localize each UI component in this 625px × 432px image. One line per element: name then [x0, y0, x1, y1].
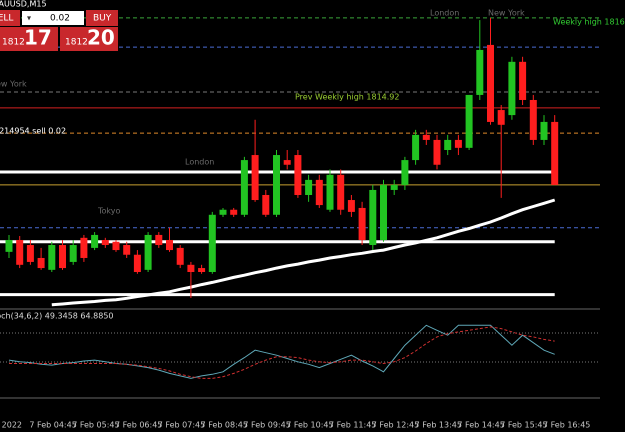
candle-body [305, 179, 313, 195]
candle-body [176, 247, 184, 265]
sell-price-box[interactable] [0, 27, 58, 51]
annotation: Tokyo [97, 207, 121, 216]
candle-body [476, 49, 484, 95]
candle-body [91, 234, 99, 248]
candle-body [540, 121, 548, 140]
candle-body [347, 200, 355, 212]
candle-body [294, 155, 302, 195]
candle-body [240, 160, 248, 215]
stoch-line [9, 326, 555, 379]
annotation: London [185, 158, 214, 167]
x-tick-label: 7 Feb 06:45 [115, 421, 162, 430]
buy-price-pips: 20 [87, 26, 115, 50]
candle-body [401, 160, 409, 185]
candle-body [219, 209, 227, 215]
candle-body [551, 121, 559, 185]
x-tick-label: 7 Feb 14:45 [457, 421, 504, 430]
candle-body [315, 179, 323, 206]
lot-arrow: ▾ [27, 14, 31, 23]
symbol-title: XAUUSD,M15 [0, 0, 47, 9]
x-tick-label: 7 Feb 05:45 [72, 421, 119, 430]
x-tick-label: 7 Feb 16:45 [543, 421, 590, 430]
candle-body [133, 254, 141, 273]
moving-average [51, 198, 556, 307]
buy-button[interactable] [86, 10, 118, 26]
candle-body [422, 134, 430, 140]
candle-body [444, 139, 452, 151]
candle-body [198, 268, 206, 273]
candle-body [123, 245, 131, 255]
candle-body [273, 155, 280, 215]
candle-body [487, 44, 494, 122]
annotation: 7214954 sell 0.02 [0, 127, 66, 136]
candle-body [465, 94, 473, 148]
x-tick-label: 7 Feb 12:45 [372, 421, 419, 430]
candle-body [155, 234, 163, 246]
annotation: New York [0, 80, 27, 89]
candle-body [48, 245, 56, 270]
buy-label: BUY [93, 14, 112, 24]
candle-body [16, 239, 24, 265]
x-tick-label: 7 Feb 07:45 [158, 421, 205, 430]
candle-body [5, 239, 13, 252]
candle-body [326, 174, 334, 210]
candle-body [80, 237, 88, 258]
candle-body [380, 184, 387, 240]
candle-body [262, 194, 270, 215]
x-tick-label: 7 Feb 2022 [0, 421, 22, 430]
candle-body [230, 209, 238, 215]
candle-body [337, 174, 345, 210]
candle-body [283, 160, 291, 165]
candle-body [358, 207, 366, 240]
x-tick-label: 7 Feb 15:45 [500, 421, 547, 430]
annotation: Prev Weekly high 1814.92 [295, 93, 399, 102]
x-tick-label: 7 Feb 09:45 [243, 421, 290, 430]
sell-price-main: 1812 [2, 38, 25, 48]
stoch-title: Stoch(34,6,2) 49.3458 64.8850 [0, 312, 114, 321]
candle-body [454, 139, 462, 148]
annotation: New York [488, 9, 525, 18]
candle-body [497, 110, 505, 125]
lot-value: 0.02 [50, 14, 70, 24]
candle-body [59, 245, 66, 269]
lot-input[interactable] [22, 11, 84, 25]
buy-price-box[interactable] [60, 27, 118, 51]
sell-label: SELL [0, 14, 13, 24]
stoch-line [8, 324, 555, 379]
x-tick-label: 7 Feb 10:45 [286, 421, 333, 430]
candle-body [412, 134, 420, 161]
candle-body [69, 245, 77, 262]
x-tick-label: 7 Feb 13:45 [415, 421, 462, 430]
candle-body [112, 241, 120, 251]
candle-body [529, 99, 537, 140]
candle-body [369, 189, 377, 246]
annotation: Weekly high 1816.81 [553, 18, 625, 27]
candle-body [433, 139, 441, 165]
annotation: London [430, 9, 459, 18]
sell-price-pips: 17 [24, 26, 52, 50]
candle-body [26, 245, 34, 262]
x-tick-label: 7 Feb 11:45 [329, 421, 376, 430]
candle-body [101, 239, 109, 246]
candle-body [37, 257, 45, 269]
sell-button[interactable] [0, 10, 20, 26]
candle-body [166, 239, 173, 251]
buy-price-main: 1812 [65, 38, 88, 48]
trade-panel: SELL ▾ 0.02 BUY 1812 17 1812 20 [0, 10, 118, 51]
candle-body [251, 155, 259, 201]
candle-body [508, 61, 516, 116]
candle-body [208, 214, 216, 273]
x-tick-label: 7 Feb 04:45 [29, 421, 76, 430]
candle-body [144, 234, 152, 270]
x-tick-label: 7 Feb 08:45 [201, 421, 248, 430]
candle-body [519, 61, 527, 100]
candle-body [390, 184, 398, 190]
candle-body [187, 264, 195, 273]
